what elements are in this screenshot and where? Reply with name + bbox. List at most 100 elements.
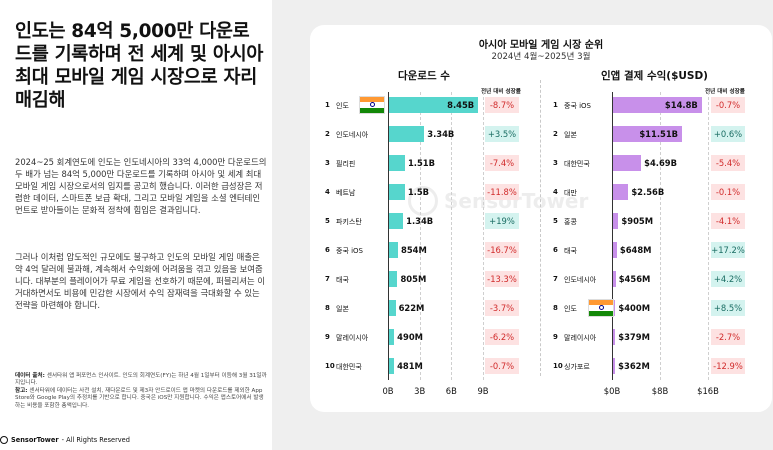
downloads-rank: 6: [325, 246, 330, 254]
revenue-growth-badge: +0.6%: [711, 126, 745, 142]
downloads-gridline: [451, 92, 453, 380]
revenue-tick-label: $8B: [651, 386, 669, 396]
revenue-rank: 10: [553, 362, 563, 370]
downloads-country-name: 인도네시아: [336, 131, 369, 139]
downloads-panel-title: 다운로드 수: [398, 70, 450, 82]
revenue-gridline: [660, 92, 661, 380]
revenue-country-name: 일본: [564, 131, 577, 139]
downloads-tick-label: 9B: [477, 386, 489, 396]
revenue-gridline: [708, 92, 709, 380]
chart-subtitle: 2024년 4월~2025년 3월: [491, 52, 591, 62]
panel-divider: [540, 80, 541, 376]
india-flag-icon: [359, 96, 385, 114]
downloads-growth-badge: +19%: [485, 213, 519, 229]
downloads-rank: 1: [325, 101, 330, 109]
revenue-country-name: 중국 iOS: [564, 102, 592, 110]
footnotes: 데이터 출처: 센서타워 앱 퍼포먼스 인사이트. 인도의 회계연도(FY)는 …: [15, 373, 267, 410]
brand-footer: SensorTower - All Rights Reserved: [0, 436, 272, 444]
revenue-growth-badge: +17.2%: [711, 242, 745, 258]
downloads-bar: [389, 242, 398, 258]
india-flag-icon: [588, 299, 614, 317]
downloads-country-name: 중국 iOS: [336, 247, 364, 255]
downloads-gridline: [419, 92, 421, 380]
sensortower-logo-icon: [0, 436, 8, 444]
downloads-value-label: 490M: [397, 332, 423, 342]
downloads-country-name: 파키스탄: [336, 218, 362, 226]
downloads-tick-label: 6B: [445, 386, 457, 396]
source-text: 센서타워 앱 퍼포먼스 인사이트. 인도의 회계연도(FY)는 하년 4월 1일…: [15, 373, 267, 387]
downloads-growth-badge: -7.4%: [485, 155, 519, 171]
downloads-growth-badge: -8.7%: [485, 97, 519, 113]
downloads-value-label: 1.5B: [407, 187, 430, 197]
downloads-growth-badge: -3.7%: [485, 300, 519, 316]
paragraph-1: 2024~25 회계연도에 인도는 인도네시아의 33억 4,000만 다운로드…: [15, 157, 267, 215]
revenue-bar: [613, 213, 619, 229]
downloads-growth-header: 전년 대비 성장률: [481, 89, 521, 95]
downloads-rank: 5: [325, 217, 330, 225]
downloads-bar: [389, 271, 398, 287]
downloads-value-label: 805M: [400, 274, 427, 284]
downloads-country-name: 대한민국: [336, 363, 362, 371]
revenue-value-label: $379M: [618, 332, 650, 342]
downloads-value-label: 854M: [401, 245, 427, 255]
downloads-growth-badge: +3.5%: [485, 126, 519, 142]
revenue-rank: 8: [553, 304, 558, 312]
revenue-bar: [613, 155, 642, 171]
flag-stripe: [589, 300, 613, 306]
revenue-growth-badge: -5.4%: [711, 155, 745, 171]
chart-title: 아시아 모바일 게임 시장 순위: [478, 40, 604, 51]
revenue-axis: [612, 92, 613, 380]
revenue-value-label: $456M: [618, 274, 651, 284]
revenue-bar: [613, 242, 617, 258]
revenue-growth-badge: -0.7%: [711, 97, 745, 113]
downloads-growth-badge: -0.7%: [485, 358, 519, 374]
downloads-rank: 3: [325, 159, 330, 167]
downloads-country-name: 태국: [336, 276, 349, 284]
downloads-value-label: 1.34B: [406, 216, 434, 226]
note-label: 참고:: [15, 387, 28, 394]
revenue-growth-badge: -2.7%: [711, 329, 745, 345]
note-text: 센서타워에 데이터는 사전 설치, 재다운로드 및 제3자 안드로이드 앱 마켓…: [15, 387, 264, 409]
brand-name: SensorTower: [11, 436, 59, 444]
revenue-rank: 5: [553, 217, 558, 225]
downloads-rank: 8: [325, 304, 330, 312]
article-panel: 인도는 84억 5,000만 다운로드를 기록하며 전 세계 및 아시아 최대 …: [0, 0, 272, 450]
revenue-value-label: $648M: [619, 245, 652, 255]
revenue-rank: 6: [553, 246, 558, 254]
revenue-country-name: 대만: [564, 189, 577, 197]
downloads-bar: [389, 126, 425, 142]
revenue-panel-title: 인앱 결제 수익($USD): [601, 70, 708, 82]
downloads-tick-label: 0B: [382, 386, 394, 396]
downloads-value-label: 481M: [397, 361, 423, 371]
downloads-growth-badge: -6.2%: [485, 329, 519, 345]
downloads-country-name: 인도: [336, 102, 349, 110]
revenue-value-label: $2.56B: [631, 187, 665, 197]
revenue-value-label: $400M: [618, 303, 651, 313]
downloads-country-name: 말레이시아: [336, 334, 369, 342]
revenue-country-name: 말레이시아: [564, 334, 597, 342]
watermark-logo-icon: [408, 186, 438, 216]
source-note: 데이터 출처: 센서타워 앱 퍼포먼스 인사이트. 인도의 회계연도(FY)는 …: [15, 373, 267, 388]
downloads-country-name: 베트남: [336, 189, 356, 197]
downloads-rank: 9: [325, 333, 330, 341]
revenue-tick-label: $16B: [697, 386, 719, 396]
downloads-value-label: 3.34B: [427, 129, 455, 139]
copyright: - All Rights Reserved: [61, 436, 130, 444]
downloads-bar: [389, 184, 405, 200]
revenue-country-name: 인도: [564, 305, 577, 313]
revenue-rank: 3: [553, 159, 558, 167]
revenue-tick-label: $0B: [603, 386, 621, 396]
downloads-tick-label: 3B: [414, 386, 426, 396]
revenue-growth-badge: -4.1%: [711, 213, 745, 229]
headline: 인도는 84억 5,000만 다운로드를 기록하며 전 세계 및 아시아 최대 …: [15, 21, 264, 111]
chart-card: [310, 25, 772, 412]
revenue-bar: [613, 126, 683, 142]
revenue-value-label: $14.8B: [664, 100, 698, 110]
downloads-bar: [389, 155, 405, 171]
revenue-rank: 9: [553, 333, 558, 341]
chakra-icon: [598, 305, 604, 311]
method-note: 참고: 센서타워에 데이터는 사전 설치, 재다운로드 및 제3자 안드로이드 …: [15, 388, 267, 410]
revenue-bar: [613, 97, 702, 113]
revenue-bar: [613, 358, 616, 374]
paragraph-2: 그러나 이처럼 압도적인 규모에도 불구하고 인도의 모바일 게임 매출은 약 …: [15, 252, 266, 310]
